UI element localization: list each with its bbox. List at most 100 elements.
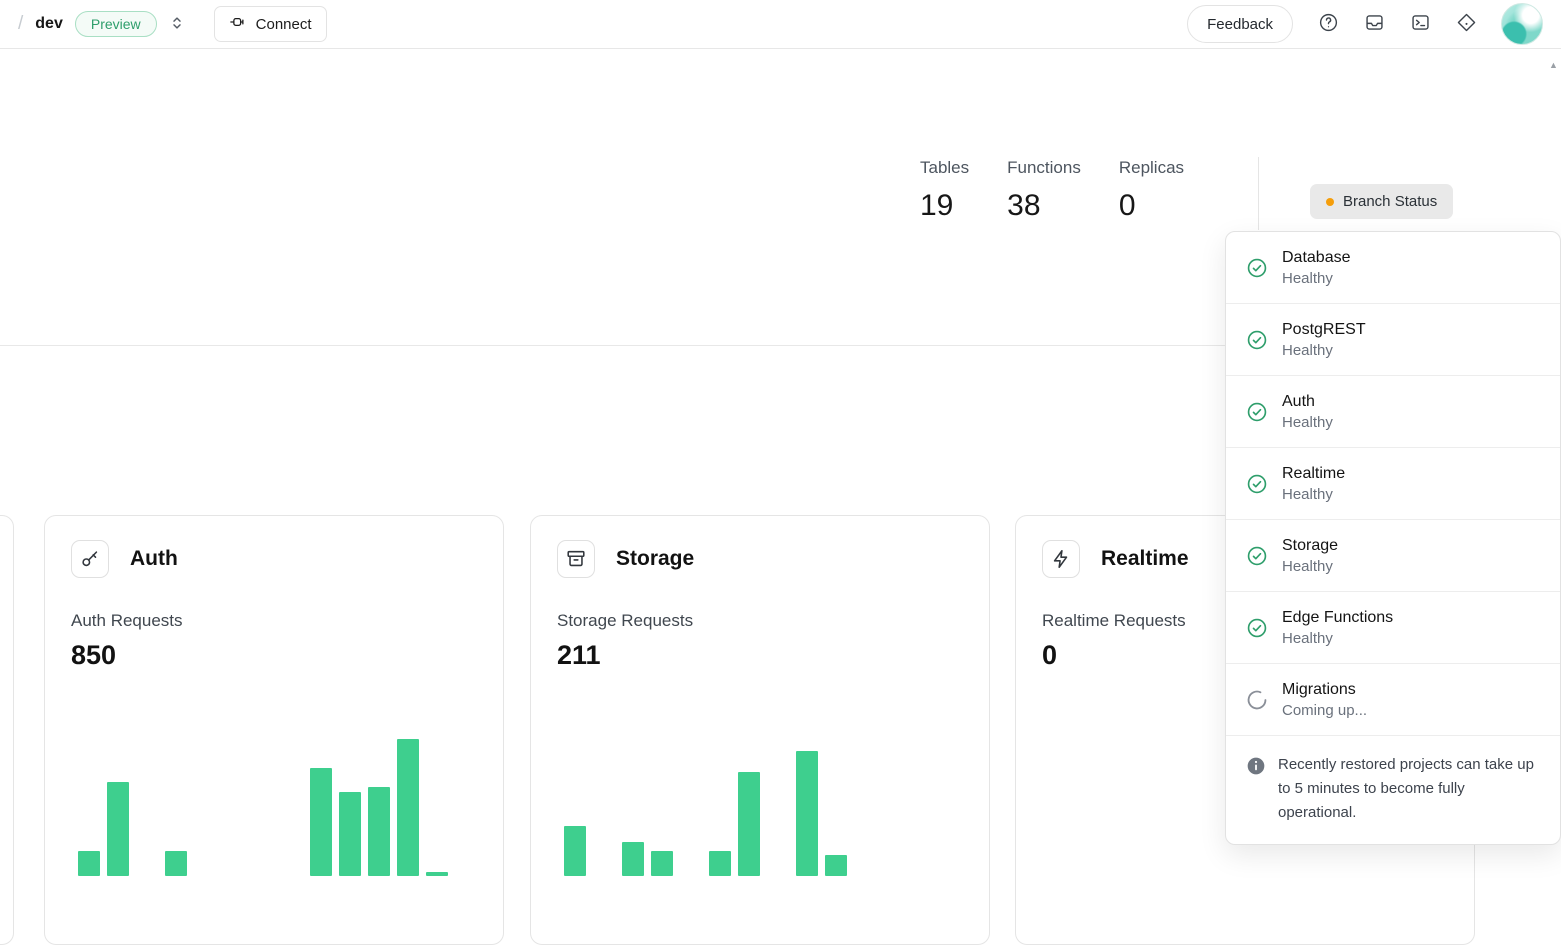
bolt-icon	[1042, 540, 1080, 578]
service-name: Migrations	[1282, 680, 1356, 698]
help-icon	[1318, 12, 1339, 36]
service-text: Migrations Coming up...	[1282, 681, 1367, 719]
check-circle-icon	[1246, 545, 1268, 567]
check-circle-icon	[1246, 473, 1268, 495]
chart-bar	[397, 739, 419, 876]
service-name: Edge Functions	[1282, 608, 1394, 626]
section-divider	[0, 345, 1561, 346]
chart-bar	[825, 855, 847, 876]
key-icon	[71, 540, 109, 578]
branch-status-list: Database Healthy PostgREST Healthy Auth …	[1226, 232, 1560, 736]
chart-bar	[651, 851, 673, 876]
chart-bar	[796, 751, 818, 876]
stats-divider	[1258, 157, 1259, 230]
card-title: Storage	[616, 547, 695, 570]
project-name: dev	[35, 15, 63, 32]
service-status-row: Storage Healthy	[1226, 520, 1560, 592]
stat-functions: Functions 38	[1007, 158, 1081, 223]
card-title: Realtime	[1101, 547, 1189, 570]
terminal-button[interactable]	[1402, 6, 1438, 42]
chart-bar	[339, 792, 361, 876]
metric-value: 850	[71, 640, 117, 670]
service-text: Edge Functions Healthy	[1282, 609, 1393, 647]
help-button[interactable]	[1310, 6, 1346, 42]
stat-tables: Tables 19	[920, 158, 969, 223]
service-text: PostgREST Healthy	[1282, 321, 1366, 359]
card-header: Auth	[71, 540, 178, 578]
top-bar: / dev Preview Connect Feedback	[0, 0, 1561, 49]
avatar[interactable]	[1501, 3, 1543, 45]
branch-status-popover: Database Healthy PostgREST Healthy Auth …	[1225, 231, 1561, 845]
stat-label: Functions	[1007, 158, 1081, 177]
chart-bar	[310, 768, 332, 876]
connect-label: Connect	[255, 15, 312, 33]
service-status: Healthy	[1282, 341, 1333, 359]
chart-bar	[564, 826, 586, 876]
card-title: Auth	[130, 547, 178, 570]
inbox-icon	[1364, 12, 1385, 36]
chart-bar	[165, 851, 187, 876]
stat-replicas: Replicas 0	[1119, 158, 1184, 223]
service-text: Storage Healthy	[1282, 537, 1338, 575]
metric-label: Realtime Requests	[1042, 611, 1186, 630]
stat-label: Tables	[920, 158, 970, 177]
chart-bar	[78, 851, 100, 876]
stat-value: 0	[1118, 189, 1136, 222]
branch-status-label: Branch Status	[1343, 193, 1438, 210]
branch-status-button[interactable]: Branch Status	[1310, 184, 1454, 219]
service-status: Healthy	[1282, 557, 1333, 575]
metric-value: 211	[557, 640, 601, 670]
status-indicator-dot	[1326, 197, 1334, 206]
spinner-icon	[1246, 689, 1268, 711]
metric-label: Auth Requests	[71, 611, 183, 630]
service-status: Healthy	[1282, 413, 1333, 431]
service-text: Database Healthy	[1282, 249, 1351, 287]
bar-chart	[78, 711, 448, 876]
service-status-row: Database Healthy	[1226, 232, 1560, 304]
connect-button[interactable]: Connect	[213, 6, 327, 42]
service-status: Healthy	[1282, 485, 1333, 503]
terminal-icon	[1410, 12, 1431, 36]
diamond-icon	[1456, 12, 1477, 36]
assistant-button[interactable]	[1448, 6, 1484, 42]
service-status-row: Edge Functions Healthy	[1226, 592, 1560, 664]
service-status-row: Realtime Healthy	[1226, 448, 1560, 520]
service-name: PostgREST	[1282, 320, 1366, 338]
card-storage: Storage Storage Requests 211	[530, 515, 990, 945]
check-circle-icon	[1246, 257, 1268, 279]
chart-bar	[738, 772, 760, 876]
check-circle-icon	[1246, 617, 1268, 639]
service-name: Auth	[1282, 392, 1315, 410]
stat-label: Replicas	[1118, 158, 1185, 177]
info-icon	[1246, 756, 1266, 781]
previous-card-edge	[0, 515, 14, 945]
branch-switcher-button[interactable]	[162, 9, 192, 39]
service-status-row: Auth Healthy	[1226, 376, 1560, 448]
feedback-button[interactable]: Feedback	[1187, 5, 1293, 43]
chart-bar	[426, 872, 448, 876]
service-name: Database	[1282, 248, 1351, 266]
service-status: Coming up...	[1282, 701, 1368, 719]
notifications-button[interactable]	[1356, 6, 1392, 42]
stat-value: 38	[1007, 189, 1041, 222]
restore-note: Recently restored projects can take up t…	[1226, 736, 1560, 844]
check-circle-icon	[1246, 401, 1268, 423]
plug-icon	[229, 13, 247, 35]
service-status-row: PostgREST Healthy	[1226, 304, 1560, 376]
note-text: Recently restored projects can take up t…	[1278, 756, 1534, 821]
breadcrumb-separator: /	[18, 13, 24, 34]
preview-badge: Preview	[74, 11, 157, 37]
service-text: Auth Healthy	[1282, 393, 1333, 431]
chart-bar	[368, 787, 390, 876]
service-name: Storage	[1282, 536, 1339, 554]
service-status: Healthy	[1282, 629, 1333, 647]
metric-label: Storage Requests	[557, 611, 694, 630]
scrollbar-up-arrow[interactable]: ▲	[1549, 60, 1558, 70]
bar-chart	[564, 711, 934, 876]
chevrons-up-down-icon	[168, 14, 186, 35]
service-text: Realtime Healthy	[1282, 465, 1345, 503]
service-name: Realtime	[1282, 464, 1346, 482]
card-header: Storage	[557, 540, 694, 578]
metric-value: 0	[1042, 640, 1058, 670]
service-status-row: Migrations Coming up...	[1226, 664, 1560, 736]
